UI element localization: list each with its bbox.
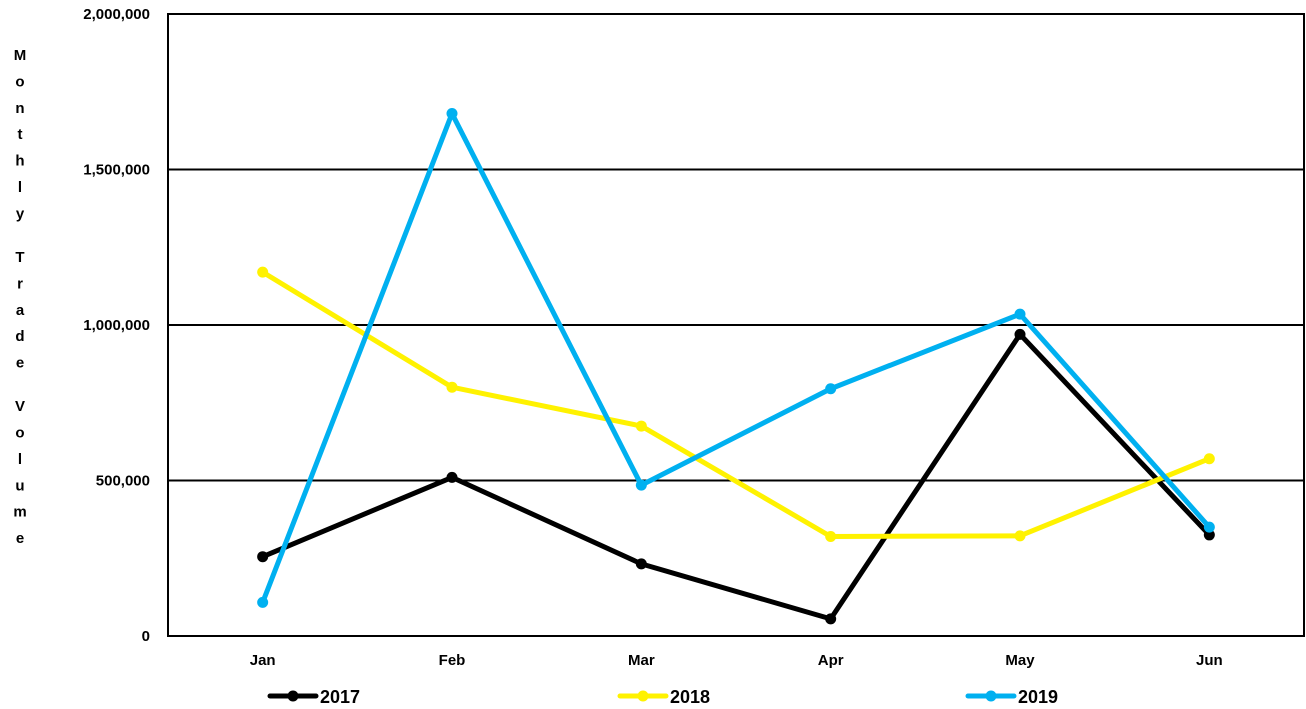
x-axis-ticks: Jan Feb Mar Apr May Jun [250, 652, 1223, 669]
legend-label: 2017 [320, 687, 360, 707]
y-axis-label-letter: l [18, 179, 22, 196]
y-axis-label-letter: t [18, 126, 23, 143]
series-line [260, 111, 1212, 605]
legend: 2017 2018 2019 [267, 687, 1058, 707]
data-point [1203, 529, 1215, 541]
legend-swatch-marker [985, 690, 997, 702]
x-tick-label: Mar [628, 652, 655, 669]
y-axis-label-letter: l [18, 451, 22, 468]
data-point [1014, 530, 1026, 542]
y-axis-label-letter: n [15, 100, 24, 117]
data-point [825, 530, 837, 542]
legend-item: 2017 [267, 687, 360, 707]
y-axis-label-letter: M [14, 47, 27, 64]
y-axis-label-letter: u [15, 477, 24, 494]
legend-item: 2019 [965, 687, 1058, 707]
x-tick-label: Apr [818, 652, 844, 669]
series-2018 [257, 266, 1215, 542]
data-point [635, 420, 647, 432]
series-line [260, 331, 1212, 622]
series-2019 [257, 108, 1215, 608]
x-tick-label: Feb [439, 652, 466, 669]
y-axis-ticks: 0 500,000 1,000,000 1,500,000 2,000,000 [83, 6, 150, 645]
series-2017 [257, 328, 1215, 625]
data-point [635, 479, 647, 491]
legend-swatch-marker [637, 690, 649, 702]
y-axis-label-letter: e [16, 530, 24, 547]
y-tick-label: 2,000,000 [83, 6, 150, 23]
data-point [257, 266, 269, 278]
data-point [257, 551, 269, 563]
data-point [446, 471, 458, 483]
y-axis-label-letter: r [17, 275, 23, 292]
data-point [1014, 308, 1026, 320]
data-point [825, 383, 837, 395]
legend-label: 2018 [670, 687, 710, 707]
plot-area [167, 13, 1305, 637]
y-tick-label: 1,500,000 [83, 162, 150, 179]
y-axis-label-letter: m [13, 504, 26, 521]
y-axis-label-letter: o [15, 73, 24, 90]
legend-item: 2018 [617, 687, 710, 707]
data-point [1014, 328, 1026, 340]
data-point [446, 381, 458, 393]
x-tick-label: Jun [1196, 652, 1223, 669]
y-axis-label-letter: h [15, 153, 24, 170]
y-tick-label: 0 [142, 628, 150, 645]
y-axis-label-letter: V [15, 398, 25, 415]
y-axis-label-letter: d [15, 328, 24, 345]
y-tick-label: 500,000 [96, 473, 150, 490]
series-line [260, 269, 1212, 539]
y-axis-label-letter: o [15, 425, 24, 442]
gridlines [168, 168, 1304, 482]
data-point [1203, 453, 1215, 465]
y-axis-label-letter: y [16, 205, 25, 222]
y-axis-label-letter: a [16, 302, 25, 319]
x-tick-label: Jan [250, 652, 276, 669]
series-layer [257, 108, 1215, 625]
y-axis-label-letter: e [16, 355, 24, 372]
data-point [1203, 521, 1215, 533]
data-point [446, 108, 458, 120]
data-point [825, 613, 837, 625]
x-tick-label: May [1005, 652, 1035, 669]
data-point [635, 558, 647, 570]
legend-label: 2019 [1018, 687, 1058, 707]
legend-swatch-marker [287, 690, 299, 702]
data-point [257, 596, 269, 608]
y-axis-label-letter: T [15, 249, 24, 266]
y-tick-label: 1,000,000 [83, 317, 150, 334]
